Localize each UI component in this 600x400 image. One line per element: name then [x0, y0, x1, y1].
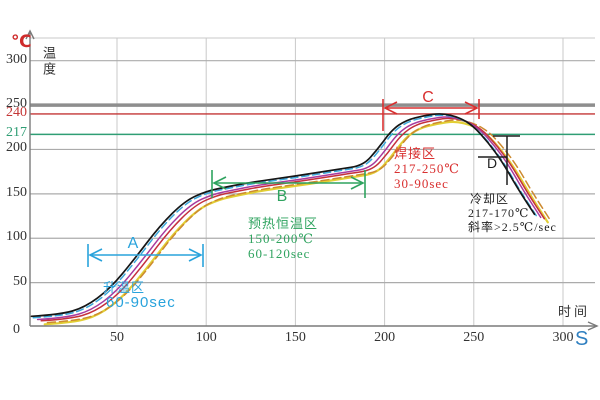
reference-label-250: 250	[6, 96, 27, 112]
zone-c-temp-text: 217-250℃	[394, 161, 460, 176]
zone-a-label: A	[127, 235, 139, 252]
zone-d-bracket	[478, 135, 520, 185]
y-axis-unit: ℃	[11, 32, 32, 51]
x-tick-label: 100	[195, 330, 217, 345]
x-tick-label: 50	[110, 330, 124, 345]
zone-c-label: C	[422, 89, 434, 106]
profile-magenta	[36, 116, 542, 321]
y-tick-label: 150	[6, 184, 27, 200]
x-tick-label: 200	[374, 330, 396, 345]
zone-b-time-text: 60-120sec	[248, 246, 311, 261]
x-axis-arrow-icon	[587, 321, 599, 331]
zone-d-name-text: 冷却区	[470, 192, 510, 206]
zone-c-name-text: 焊接区	[394, 146, 437, 161]
profile-orange	[46, 119, 552, 324]
x-tick-label: 150	[284, 330, 306, 345]
origin-label: 0	[13, 322, 20, 337]
zone-b-label: B	[276, 188, 288, 205]
reference-label-240: 240	[6, 104, 27, 120]
zone-d-temp-text: 217-170℃	[468, 206, 530, 220]
y-axis-title: 温度	[41, 46, 56, 78]
y-tick-label: 300	[6, 51, 27, 67]
zone-b-arrow	[211, 170, 366, 198]
x-axis-unit: S	[575, 328, 589, 350]
zone-a-time-text: 60-90sec	[106, 294, 176, 311]
x-tick-label: 250	[463, 330, 485, 345]
x-axis-title: 时间	[558, 304, 591, 319]
y-tick-label: 200	[6, 140, 27, 156]
zone-d-label: D	[486, 155, 498, 171]
zone-a-arrow	[87, 244, 204, 267]
x-tick-label: 300	[552, 330, 574, 345]
zone-d-slope-text: 斜率>2.5℃/sec	[468, 220, 557, 234]
zone-c-time-text: 30-90sec	[394, 176, 449, 191]
zone-c-arrow	[382, 99, 480, 131]
reference-label-217: 217	[6, 125, 27, 141]
y-tick-label: 100	[6, 229, 27, 245]
profile-black	[30, 113, 536, 318]
zone-b-temp-text: 150-200℃	[248, 231, 314, 246]
y-tick-label: 50	[13, 273, 27, 289]
zone-b-name-text: 预热恒温区	[248, 216, 319, 231]
y-axis-arrow-icon	[25, 29, 35, 40]
profile-blue	[32, 114, 537, 319]
zone-a-name-text: 升温区	[103, 280, 146, 295]
grid-layer	[30, 38, 595, 326]
